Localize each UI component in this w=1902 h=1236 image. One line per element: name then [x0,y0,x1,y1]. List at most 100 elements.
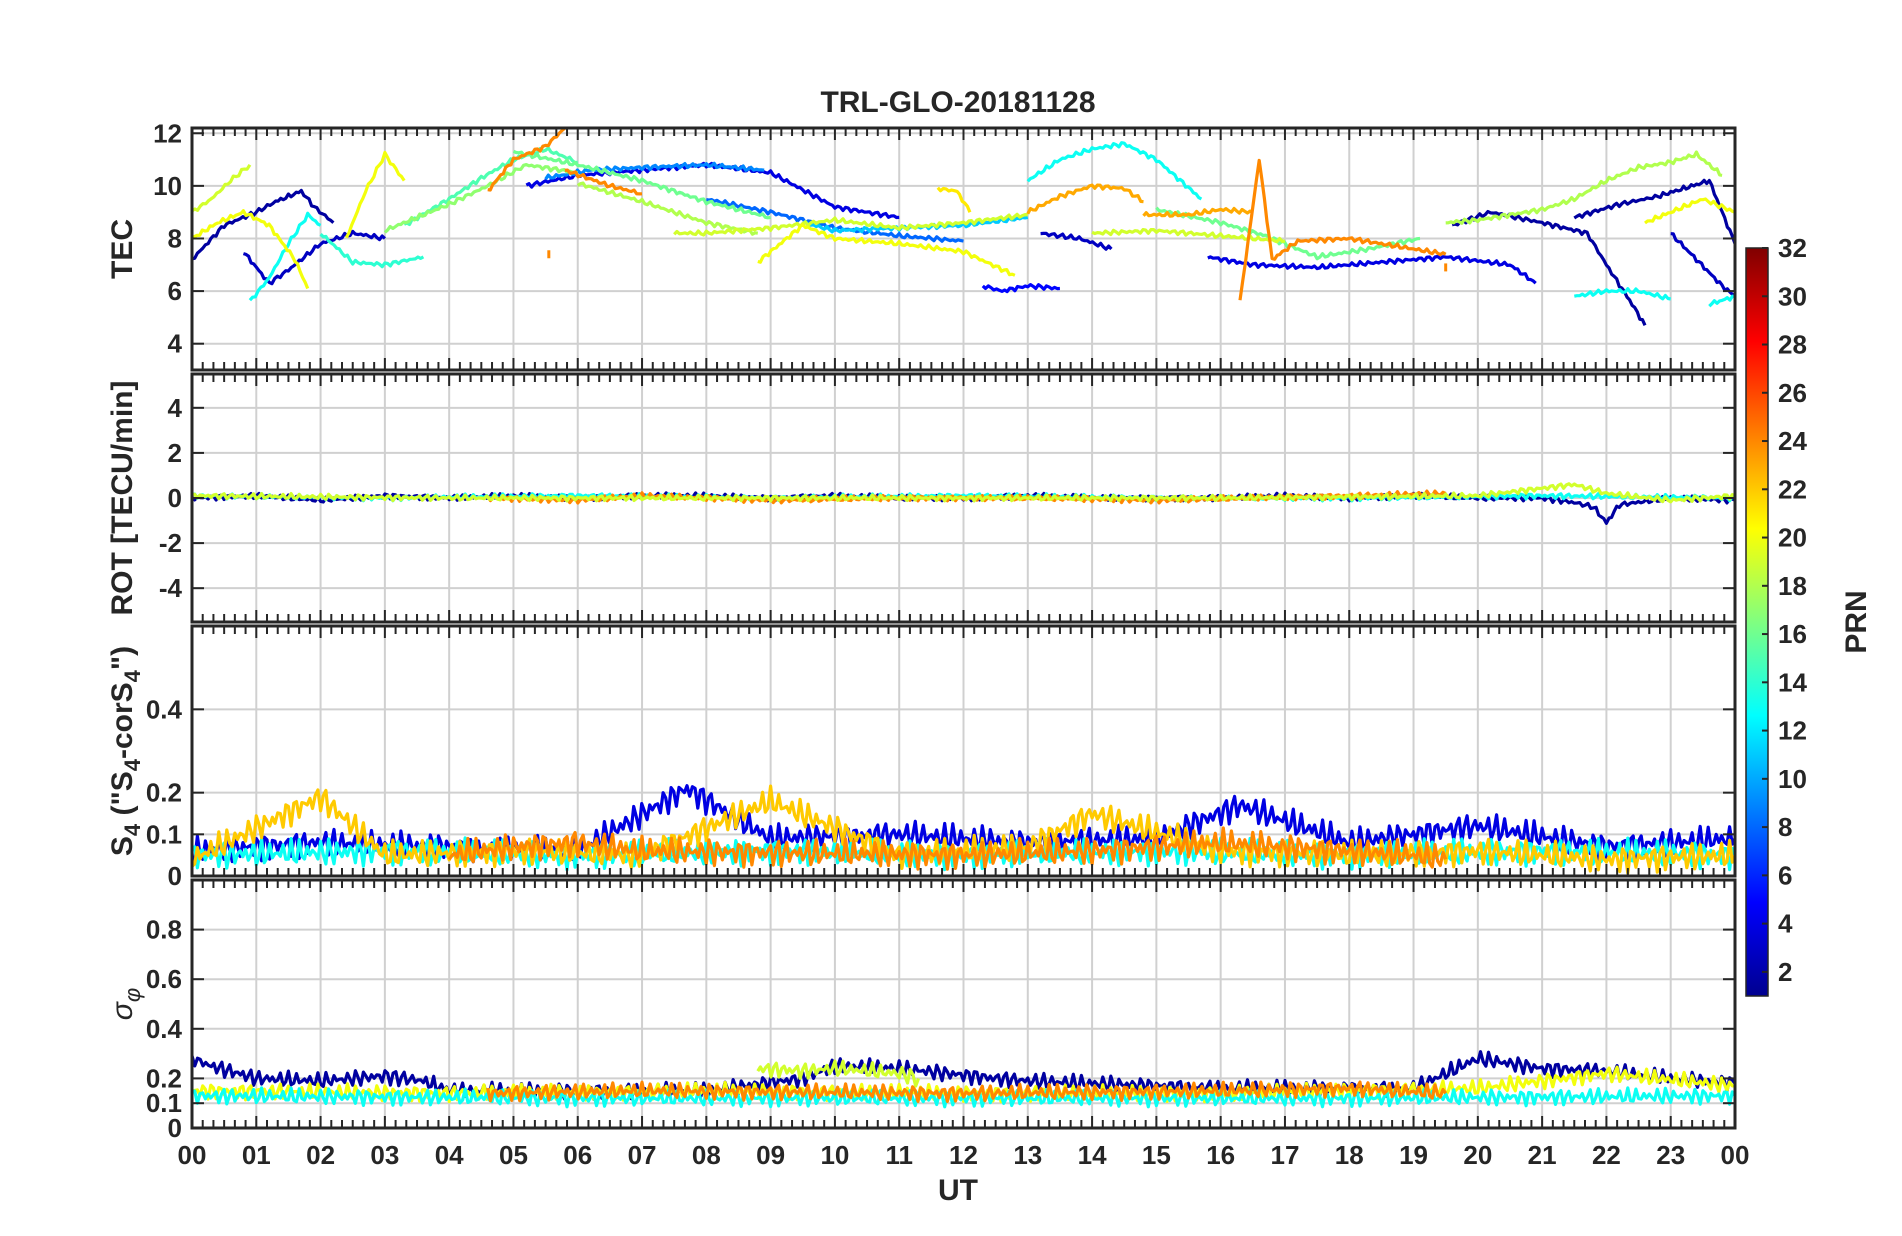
y-axis-label-part: 4 [120,669,145,682]
series-line-prn-15 [403,146,579,227]
series-line-prn-18 [576,181,759,236]
series-line-prn-17 [383,163,578,234]
x-tick-label: 18 [1335,1140,1364,1170]
y-tick-label: 6 [168,276,182,306]
series-line-prn-21 [936,186,972,213]
x-tick-label: 11 [885,1140,913,1170]
x-tick-label: 03 [370,1140,399,1170]
colorbar-tick-label: 8 [1778,812,1792,842]
series-line-prn-20 [757,222,1016,277]
y-tick-label: 0.1 [146,819,182,849]
x-tick-label: 00 [178,1140,207,1170]
y-tick-label: 0.4 [146,694,183,724]
colorbar-tick-label: 16 [1778,619,1807,649]
y-axis-label-rot: ROT [TECU/min] [106,381,139,616]
panel-rot: -4 -2 0 2 4 ROT [TECU/min] [106,372,1737,624]
series-line-prn-19 [1091,228,1286,244]
panel-s4: 00.10.20.4S4 ("S4-corS4") [106,624,1737,891]
x-tick-label: 04 [435,1140,464,1170]
y-axis-label-part: ") [106,646,139,670]
series-line-prn-24 [447,826,1448,871]
y-axis-label-sigma: σφ [106,988,145,1020]
colorbar-tick-label: 4 [1778,909,1793,939]
y-tick-label: 0.2 [146,778,182,808]
panel-tec: 4 6 8 10 12 TEC [106,118,1737,372]
y-tick-label: 10 [153,171,182,201]
series-line-prn-13 [1026,141,1203,201]
y-tick-label: 4 [168,393,183,423]
series-line-prn-3 [1670,232,1735,298]
series-line-prn-16 [1155,206,1421,261]
series-group [192,784,1735,875]
y-tick-label: 0.6 [146,964,182,994]
y-tick-label: 4 [168,329,183,359]
y-axis-label-part: S [106,836,139,856]
x-tick-label: 07 [628,1140,657,1170]
colorbar-tick-label: 22 [1778,474,1807,504]
series-line-prn-9 [544,161,765,181]
colorbar-tick-label: 32 [1778,233,1807,263]
axes-frame [190,126,1737,372]
series-line-prn-24 [564,168,643,196]
series-line-prn-18 [1445,150,1723,225]
colorbar-tick-label: 18 [1778,571,1807,601]
series-line-prn-16 [512,149,771,220]
x-tick-label: 06 [563,1140,592,1170]
series-line-prn-20 [192,1065,1735,1104]
series-line-prn-14 [319,233,425,269]
series-line-prn-13 [1708,294,1735,308]
series-line-prn-20 [1644,197,1735,225]
y-tick-label: 0.4 [146,1014,183,1044]
x-tick-label: 21 [1528,1140,1557,1170]
series-line-prn-13 [1573,287,1671,301]
panel-sigma: 00.10.2 0.4 0.6 0.8 σφ 00 01 02 03 04 05 06 07 08 09 10… [106,878,1750,1170]
x-tick-label: 01 [242,1140,271,1170]
axes-frame [190,624,1737,878]
axes-frame [190,878,1737,1130]
colorbar-tick-label: 14 [1778,667,1807,697]
series-line-prn-3 [242,229,386,286]
x-tick-label: 12 [949,1140,978,1170]
y-tick-label: 0.2 [146,1063,182,1093]
colorbar-label: PRN [1840,590,1873,653]
x-tick-label: 20 [1463,1140,1492,1170]
x-tick-label: 23 [1656,1140,1685,1170]
x-tick-label: 16 [1206,1140,1235,1170]
colorbar-tick-label: 10 [1778,764,1807,794]
y-axis-label-part: 4 [120,823,145,836]
x-tick-label: 00 [1721,1140,1750,1170]
y-tick-label: 2 [168,438,182,468]
colorbar-tick-label: 2 [1778,957,1792,987]
y-tick-label: 0.1 [146,1088,182,1118]
colorbar-tick-label: 12 [1778,716,1807,746]
series-line-prn-20 [344,150,406,239]
x-tick-label: 10 [820,1140,849,1170]
colorbar-scale [1745,247,1769,997]
series-group [192,128,1735,326]
series-group [192,1050,1735,1109]
x-tick-label: 15 [1142,1140,1171,1170]
chart-title: TRL-GLO-20181128 [820,86,1095,119]
y-axis-label-part: -corS [106,682,139,759]
x-tick-label: 13 [1013,1140,1042,1170]
y-tick-label: 12 [153,118,182,148]
series-line-prn-4 [192,784,1735,865]
series-line-prn-24 [1238,158,1447,301]
series-group [192,482,1735,525]
y-tick-label: 0 [168,483,182,513]
colorbar-tick-label: 24 [1778,426,1807,456]
series-line-prn-19 [673,212,1028,237]
y-axis-label-part: σ [106,1000,139,1020]
x-axis-label: UT [938,1174,978,1207]
y-tick-label: 8 [168,223,182,253]
colorbar-tick-label: 20 [1778,523,1807,553]
colorbar-tick-label: 6 [1778,860,1792,890]
series-line-prn-2 [1573,178,1735,245]
y-tick-label: 0 [168,861,182,891]
y-axis-label-part: 4 [120,758,145,771]
x-tick-label: 05 [499,1140,528,1170]
